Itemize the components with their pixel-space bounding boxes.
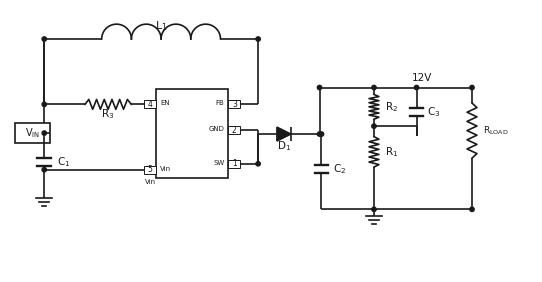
Text: FB: FB — [216, 100, 224, 106]
Text: L$_1$: L$_1$ — [155, 19, 167, 33]
Circle shape — [372, 85, 376, 90]
FancyBboxPatch shape — [228, 100, 240, 108]
Circle shape — [372, 207, 376, 212]
Text: C$_1$: C$_1$ — [57, 155, 70, 169]
Text: SW: SW — [213, 160, 224, 166]
FancyBboxPatch shape — [228, 126, 240, 134]
Text: GND: GND — [209, 126, 224, 132]
Text: Vin: Vin — [145, 179, 156, 185]
Circle shape — [42, 131, 47, 135]
Circle shape — [317, 85, 322, 90]
Text: C$_2$: C$_2$ — [333, 162, 346, 176]
Text: 5: 5 — [148, 165, 153, 174]
Text: V$_{\mathsf{IN}}$: V$_{\mathsf{IN}}$ — [25, 126, 40, 140]
Text: R$_2$: R$_2$ — [385, 100, 398, 114]
FancyBboxPatch shape — [156, 89, 228, 178]
Circle shape — [317, 132, 322, 136]
Circle shape — [256, 37, 260, 41]
Text: 12V: 12V — [411, 73, 431, 83]
Text: C$_3$: C$_3$ — [428, 105, 441, 119]
Text: R$_1$: R$_1$ — [385, 145, 398, 159]
Text: 2: 2 — [232, 125, 237, 135]
Text: R$_{\mathsf{LOAD}}$: R$_{\mathsf{LOAD}}$ — [483, 124, 508, 137]
Circle shape — [372, 124, 376, 128]
Circle shape — [42, 168, 47, 172]
FancyBboxPatch shape — [228, 160, 240, 168]
Text: 4: 4 — [148, 100, 153, 109]
Circle shape — [256, 162, 260, 166]
Circle shape — [470, 207, 474, 212]
Circle shape — [319, 132, 324, 136]
Circle shape — [42, 102, 47, 107]
Circle shape — [415, 85, 419, 90]
Text: D$_1$: D$_1$ — [277, 139, 291, 153]
Circle shape — [470, 85, 474, 90]
Text: R$_3$: R$_3$ — [101, 107, 115, 121]
Circle shape — [42, 37, 47, 41]
Polygon shape — [277, 127, 291, 141]
Text: EN: EN — [160, 100, 170, 106]
Text: Vin: Vin — [160, 166, 171, 172]
FancyBboxPatch shape — [144, 166, 156, 174]
Text: 3: 3 — [232, 100, 237, 109]
FancyBboxPatch shape — [15, 123, 50, 143]
FancyBboxPatch shape — [144, 100, 156, 108]
Text: 1: 1 — [232, 159, 237, 168]
